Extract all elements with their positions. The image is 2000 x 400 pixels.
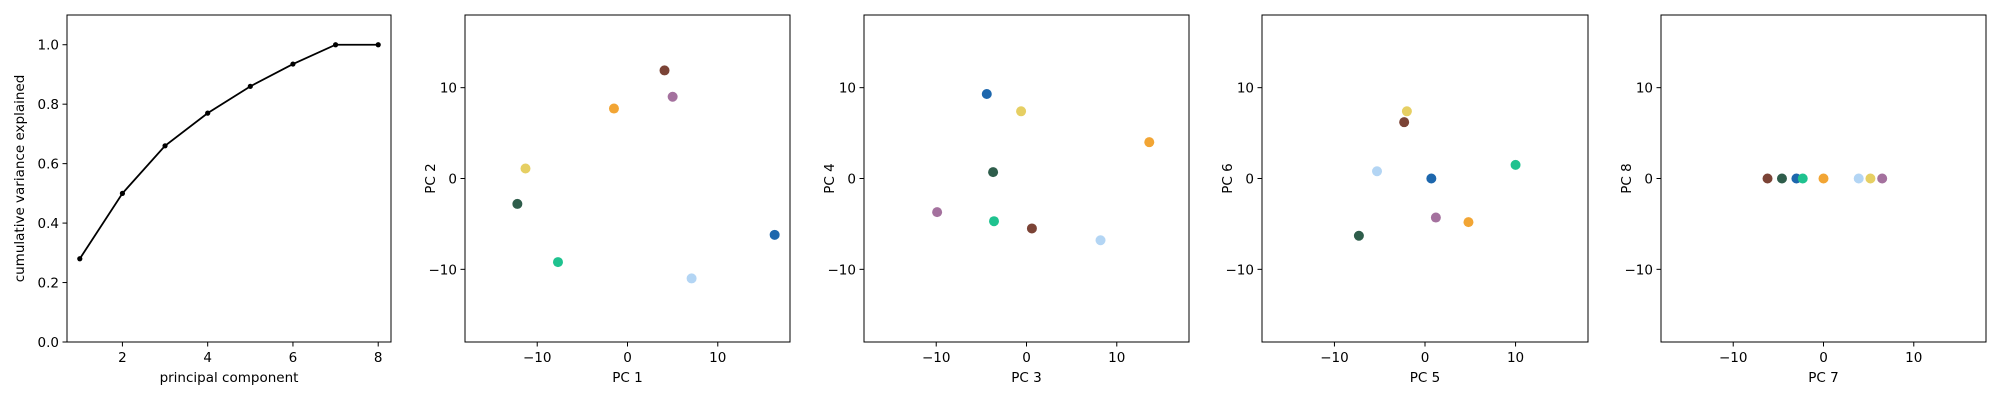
line-marker: [247, 83, 253, 89]
x-tick-label: −10: [1719, 350, 1748, 366]
line-marker: [332, 42, 339, 48]
scatter-point: [520, 163, 531, 174]
cumulative-variance-line: [79, 43, 379, 260]
scatter-point: [1399, 117, 1410, 128]
scatter-point: [1016, 106, 1027, 117]
axes-frame: [66, 14, 392, 343]
x-tick-label: −10: [922, 350, 951, 366]
panel-4: −10 0 10 −10 0 10 PC 5 PC 6: [1220, 14, 1589, 386]
y-tick-label: −10: [1625, 262, 1654, 278]
scatter-point: [1353, 230, 1364, 241]
x-tick-label: 10: [709, 350, 726, 366]
y-tick-label: 0: [847, 172, 856, 188]
scatter-point: [512, 198, 523, 209]
scatter-point: [989, 216, 999, 227]
scatter-point: [608, 103, 619, 114]
x-tick-label: 6: [289, 350, 298, 366]
scatter-point: [1372, 166, 1383, 177]
y-tick-label: −10: [828, 262, 857, 278]
x-tick-label: 2: [118, 350, 127, 366]
line-marker: [162, 143, 168, 149]
x-axis-label: PC 1: [612, 370, 642, 386]
y-axis-label: PC 2: [423, 163, 439, 193]
scatter-point: [1144, 137, 1155, 148]
x-axis-label: PC 3: [1011, 370, 1041, 386]
y-tick-label: 0: [1644, 172, 1653, 188]
y-tick-label: −10: [1226, 262, 1255, 278]
x-axis-label: PC 5: [1410, 370, 1440, 386]
y-tick-label: 0: [1245, 172, 1254, 188]
scatter-point: [769, 229, 780, 240]
scatter-point: [1877, 173, 1888, 184]
scatter-point: [1510, 159, 1521, 170]
x-tick-label: 8: [374, 350, 383, 366]
y-tick-label: 0.6: [38, 157, 59, 173]
scatter-point: [1776, 173, 1787, 184]
x-tick-label: −10: [523, 350, 552, 366]
x-tick-label: −10: [1320, 350, 1349, 366]
scatter-point: [988, 167, 999, 178]
panel-3: −10 0 10 −10 0 10 PC 3 PC 4: [822, 14, 1190, 386]
axes-frame: [863, 14, 1190, 343]
scatter-point: [1095, 235, 1106, 246]
y-tick-label: 0.0: [38, 335, 59, 351]
scatter-point: [981, 89, 992, 100]
line-marker: [290, 61, 296, 67]
y-axis-label: PC 8: [1619, 163, 1635, 193]
x-tick-label: 0: [623, 350, 632, 366]
y-tick-label: 10: [1237, 81, 1254, 97]
scatter-point: [1797, 173, 1808, 184]
axes-frame: [464, 14, 791, 343]
scatter-point: [1865, 173, 1876, 184]
scatter-point: [1463, 217, 1474, 228]
scatter-point: [1818, 173, 1829, 184]
line-marker: [375, 42, 381, 48]
scatter-point: [686, 273, 697, 284]
panel-2: −10 0 10 −10 0 10 PC 1 PC 2: [423, 14, 791, 386]
scatter-point: [1853, 173, 1864, 184]
x-tick-label: 0: [1819, 350, 1828, 366]
x-tick-label: 0: [1022, 350, 1031, 366]
y-axis-label: cumulative variance explained: [12, 75, 28, 283]
y-axis-label: PC 6: [1220, 163, 1236, 193]
y-tick-label: 0.8: [38, 97, 59, 113]
panel-5: −10 0 10 −10 0 10 PC 7 PC 8: [1619, 14, 1987, 386]
y-tick-label: 10: [839, 81, 856, 97]
y-tick-label: 0.2: [38, 276, 59, 292]
y-axis-label: PC 4: [822, 163, 838, 193]
scatter-point: [1401, 106, 1412, 117]
scatter-point: [1426, 173, 1437, 184]
scatter-point: [667, 91, 678, 102]
line-marker: [77, 256, 83, 262]
scatter-point: [552, 257, 563, 268]
scatter-point: [932, 207, 943, 218]
y-tick-label: 1.0: [38, 38, 59, 54]
y-tick-label: 0.4: [38, 216, 59, 232]
x-tick-label: 10: [1905, 350, 1922, 366]
panel-1: 2 4 6 8 0.0 0.2 0.4 0.6 0.8 1.0 principal componen…: [12, 14, 392, 386]
scatter-point: [1430, 212, 1441, 223]
x-tick-label: 4: [203, 350, 212, 366]
x-tick-label: 10: [1108, 350, 1125, 366]
x-tick-label: 10: [1507, 350, 1524, 366]
y-tick-label: 10: [1636, 81, 1653, 97]
scatter-point: [659, 65, 670, 76]
axes-frame: [1261, 14, 1589, 343]
x-axis-label: principal component: [160, 370, 299, 386]
line-marker: [205, 110, 211, 116]
x-axis-label: PC 7: [1808, 370, 1838, 386]
line-marker: [119, 190, 126, 196]
scatter-point: [1026, 223, 1037, 234]
y-tick-label: −10: [429, 262, 458, 278]
y-tick-label: 0: [448, 172, 457, 188]
x-tick-label: 0: [1421, 350, 1430, 366]
y-tick-label: 10: [440, 81, 457, 97]
scatter-point: [1762, 173, 1773, 184]
